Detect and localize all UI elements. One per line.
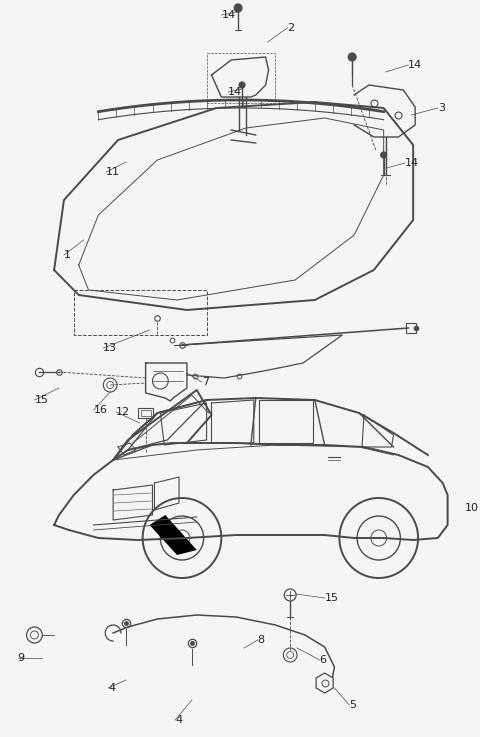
Circle shape — [239, 82, 245, 88]
Text: 16: 16 — [94, 405, 108, 415]
Text: 8: 8 — [258, 635, 265, 645]
Circle shape — [381, 152, 386, 158]
Text: 14: 14 — [408, 60, 422, 70]
Text: 6: 6 — [320, 655, 327, 665]
Text: 15: 15 — [35, 395, 48, 405]
Circle shape — [234, 4, 242, 12]
Text: 10: 10 — [464, 503, 479, 513]
Text: 1: 1 — [64, 250, 71, 260]
Bar — [141, 410, 151, 416]
Text: 14: 14 — [221, 10, 236, 20]
Text: 3: 3 — [438, 103, 445, 113]
Text: 11: 11 — [106, 167, 120, 177]
Text: 13: 13 — [103, 343, 117, 353]
Text: 12: 12 — [116, 407, 130, 417]
Text: 15: 15 — [324, 593, 338, 603]
Text: 4: 4 — [108, 683, 115, 693]
Text: 14: 14 — [228, 87, 242, 97]
Circle shape — [348, 53, 356, 61]
Text: 5: 5 — [349, 700, 356, 710]
Bar — [406, 323, 416, 333]
Text: 7: 7 — [202, 377, 209, 387]
Bar — [138, 408, 154, 418]
Text: 14: 14 — [405, 158, 420, 168]
Text: 2: 2 — [287, 23, 294, 33]
Polygon shape — [150, 515, 197, 555]
Text: 9: 9 — [18, 653, 25, 663]
Text: 4: 4 — [175, 715, 182, 725]
